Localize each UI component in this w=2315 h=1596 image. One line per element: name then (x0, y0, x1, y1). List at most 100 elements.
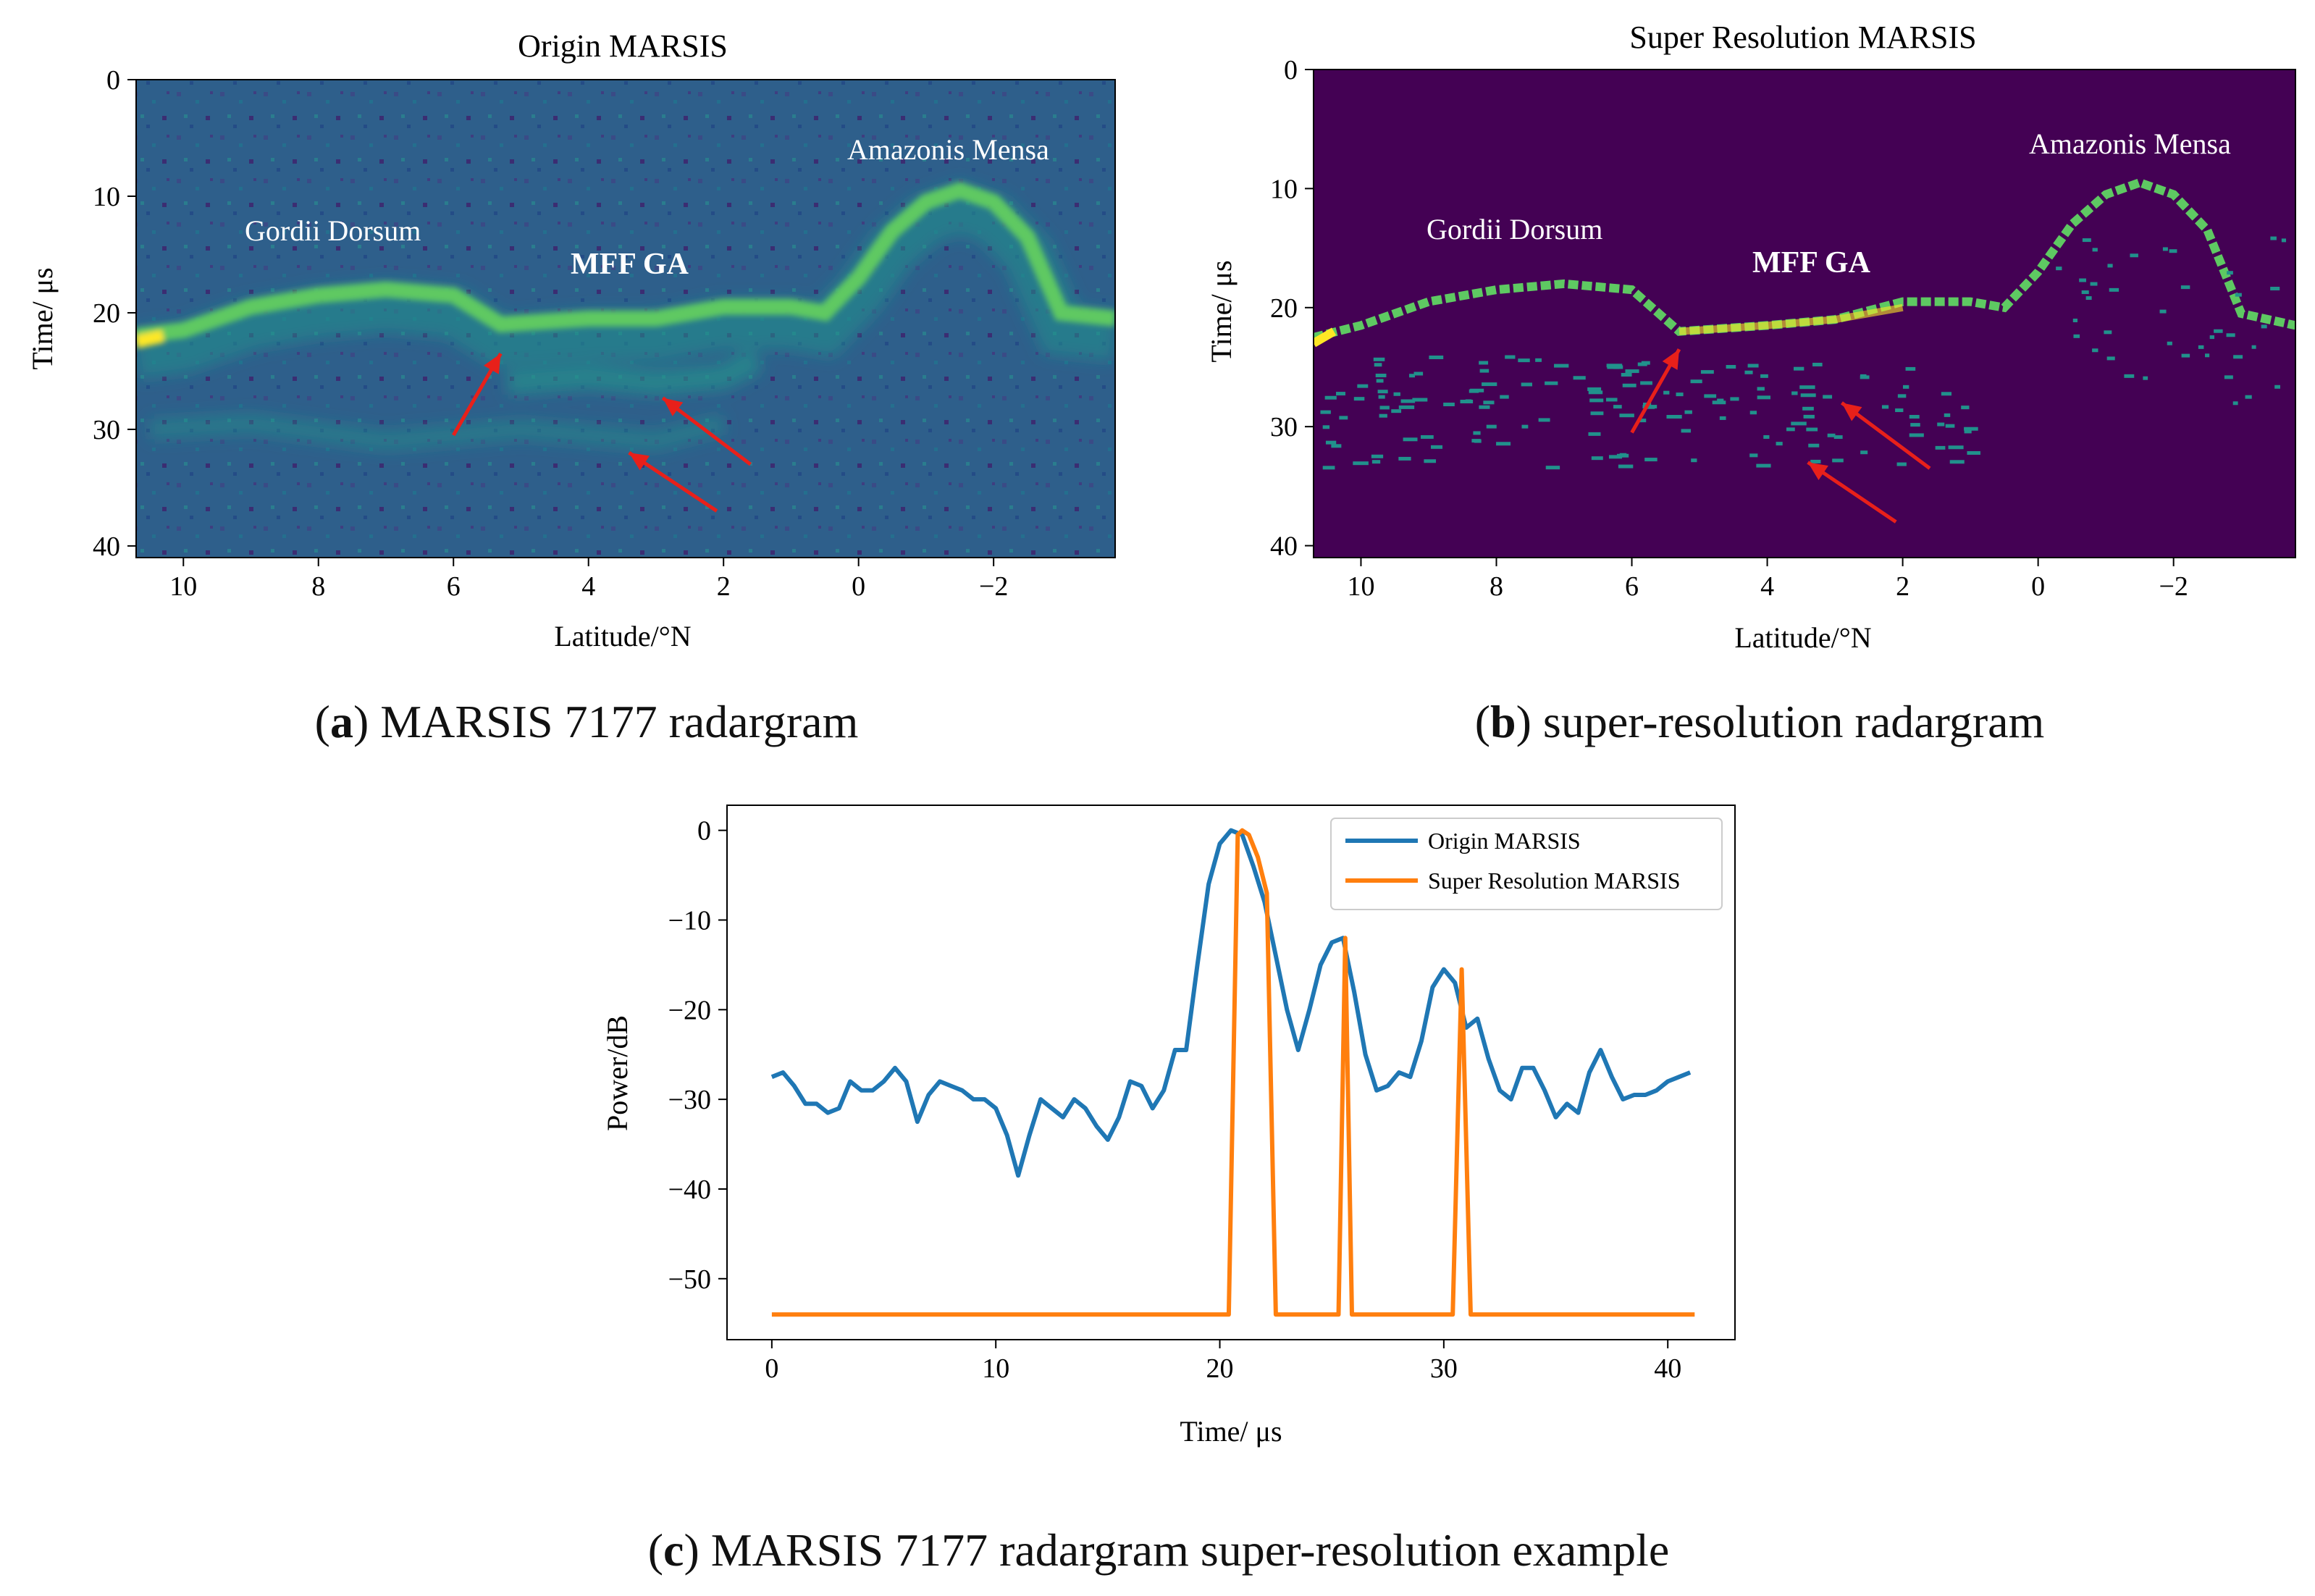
plot-frame (135, 79, 1116, 558)
caption-b: (b) super-resolution radargram (1475, 696, 2045, 747)
scatter-return (1625, 369, 1639, 374)
scatter-return (1521, 424, 1529, 429)
scatter-return (1905, 366, 1916, 371)
scatter-return (1421, 434, 1434, 439)
scatter-return (1944, 413, 1951, 417)
scatter-return (2281, 238, 2287, 243)
chart-b-ylabel: Time/ μs (1205, 260, 1238, 362)
power-profile-axes: 0 10 20 30 40 0 −10 −20 −30 −40 −50 (668, 816, 1682, 1384)
y-tick-label: 0 (106, 65, 120, 96)
scatter-return (1860, 375, 1870, 379)
scatter-return (1776, 442, 1783, 446)
chart-a-xlabel: Latitude/°N (554, 620, 691, 652)
scatter-return (1373, 357, 1385, 361)
x-tick-label: 10 (169, 571, 197, 602)
y-tick-label: 10 (1270, 174, 1298, 204)
scatter-return (1812, 362, 1823, 366)
scatter-return (1717, 398, 1724, 403)
scatter-return (1393, 392, 1400, 396)
scatter-return (2073, 334, 2080, 338)
scatter-return (1589, 398, 1604, 403)
scatter-return (1896, 462, 1907, 466)
scatter-return (1832, 458, 1844, 463)
x-tick-label: −2 (2159, 571, 2188, 602)
scatter-return (2130, 253, 2138, 258)
scatter-return (1763, 434, 1770, 439)
surface-echo (136, 182, 1115, 345)
chart-a-ylabel: Time/ μs (26, 267, 59, 369)
y-tick-label: −50 (668, 1264, 711, 1295)
x-tick-label: 4 (1760, 571, 1774, 602)
scatter-return (1379, 413, 1387, 418)
scatter-return (1967, 451, 1980, 455)
scatter-return (1964, 427, 1978, 431)
scatter-return (2226, 333, 2235, 337)
scatter-return (1613, 405, 1622, 409)
y-tick-label: 0 (697, 816, 711, 847)
chart-c-ylabel: Power/dB (601, 1015, 634, 1131)
scatter-return (2181, 353, 2190, 358)
scatter-return (1482, 382, 1497, 387)
scatter-return (1324, 395, 1337, 400)
scatter-return (1618, 464, 1634, 469)
scatter-return (2198, 345, 2204, 349)
scatter-return (1398, 405, 1415, 409)
scatter-return (1640, 381, 1652, 385)
x-tick-label: 0 (2031, 571, 2045, 602)
scatter-return (1937, 422, 1945, 427)
scatter-return (1909, 433, 1924, 437)
caption-c: (c) MARSIS 7177 radargram super-resoluti… (648, 1524, 1670, 1576)
scatter-return (1486, 424, 1497, 429)
chart-b-xlabel: Latitude/°N (1734, 621, 1871, 654)
scatter-return (1545, 381, 1558, 385)
scatter-return (1833, 435, 1843, 440)
surface-echo-peak (1679, 303, 1904, 335)
scatter-return (2107, 264, 2113, 268)
scatter-return (1786, 427, 1795, 432)
scatter-return (1949, 460, 1965, 464)
x-tick-label: 2 (1896, 571, 1909, 602)
super-resolution-marsis-line (771, 828, 1695, 1317)
scatter-return (1619, 453, 1627, 457)
scatter-return (1535, 358, 1542, 362)
scatter-return (1325, 440, 1337, 445)
scatter-return (2167, 341, 2172, 345)
scatter-return (1639, 419, 1647, 423)
x-tick-label: 2 (717, 571, 731, 602)
scatter-return (1799, 385, 1815, 390)
scatter-return (1322, 466, 1335, 470)
scatter-return (2082, 238, 2091, 243)
legend-box (1330, 818, 1723, 910)
annotation-amazonis-mensa-a: Amazonis Mensa (847, 133, 1049, 166)
scatter-return (2079, 278, 2087, 282)
x-tick-label: 20 (1206, 1353, 1234, 1384)
scatter-return (1465, 399, 1472, 403)
surface-echo-peak (1314, 327, 1337, 348)
scatter-return (2224, 375, 2233, 379)
scatter-return (1443, 403, 1455, 407)
scatter-return (2232, 401, 2238, 406)
y-tick-label: 30 (93, 415, 120, 445)
scatter-return (1606, 364, 1623, 368)
scatter-return (2205, 353, 2210, 358)
scatter-return (1391, 409, 1402, 413)
scatter-return (1429, 356, 1444, 360)
scatter-return (1712, 400, 1726, 405)
scatter-return (2270, 236, 2277, 240)
scatter-return (1412, 398, 1428, 402)
scatter-return (2092, 248, 2098, 252)
scatter-return (1573, 376, 1586, 380)
scatter-return (1619, 413, 1634, 418)
scatter-return (1473, 431, 1481, 435)
scatter-return (2270, 287, 2280, 291)
caption-b-text: ) super-resolution radargram (1516, 696, 2045, 747)
scatter-return (1935, 445, 1946, 450)
power-profile-chart: 0 10 20 30 40 0 −10 −20 −30 −40 −50 Time/ μs Power… (601, 805, 1736, 1448)
plot-frame (1313, 69, 2296, 558)
scatter-return (2209, 335, 2215, 340)
scatter-return (1409, 374, 1416, 378)
scatter-return (1331, 444, 1342, 448)
